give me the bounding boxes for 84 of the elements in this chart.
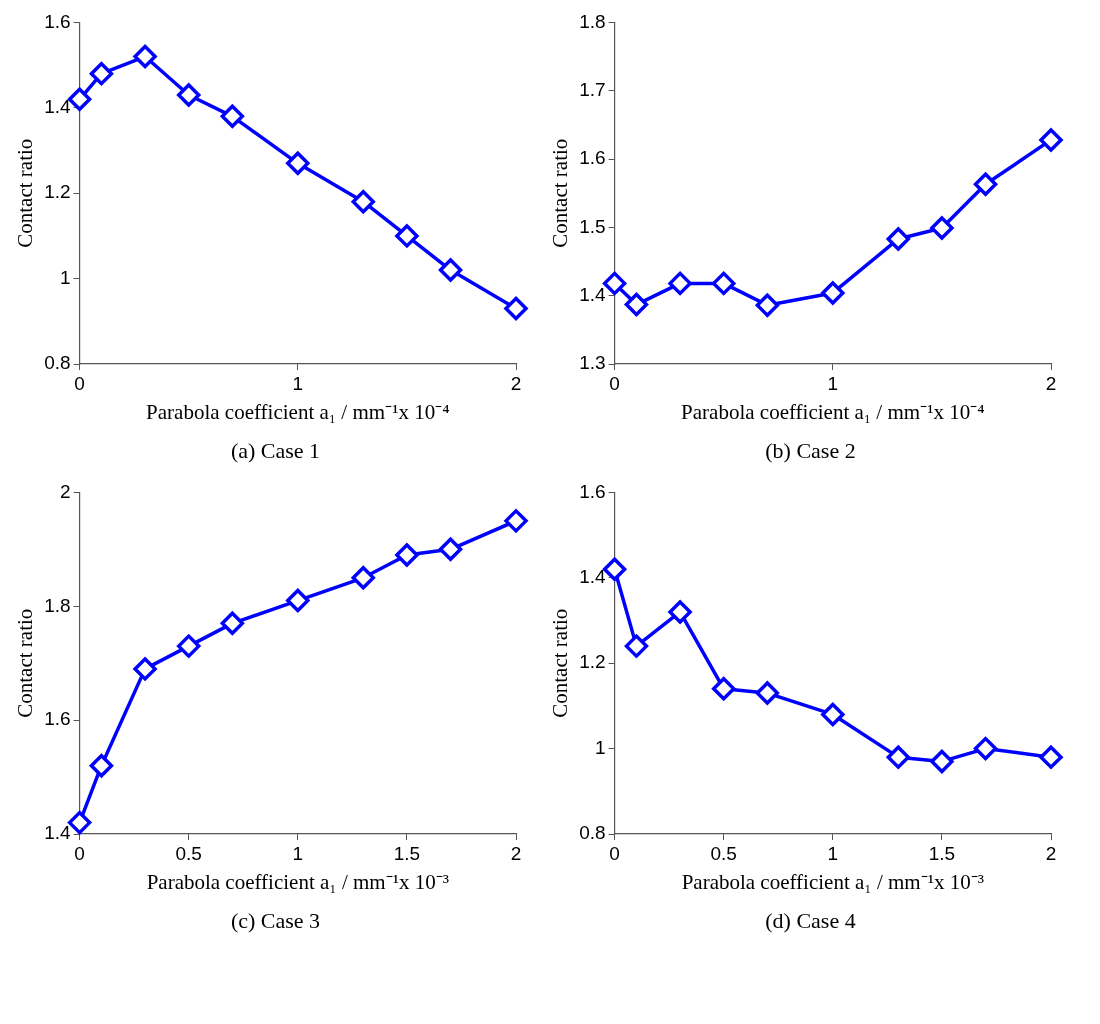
y-tick-label: 1 <box>60 266 71 288</box>
y-tick-label: 1.2 <box>44 181 71 203</box>
x-tick-label: 0.5 <box>710 842 737 864</box>
point <box>504 296 528 321</box>
y-tick-label: 1.7 <box>579 78 606 100</box>
y-tick-label: 1.4 <box>44 822 72 844</box>
x-tick-label: 1 <box>292 372 304 394</box>
point <box>821 281 845 305</box>
point <box>668 600 692 624</box>
x-tick-label: 0 <box>609 842 620 864</box>
point <box>351 566 376 590</box>
point <box>438 537 463 562</box>
point <box>438 258 463 282</box>
y-axis-title: Contact ratio <box>548 608 573 718</box>
x-tick-label: 1.5 <box>393 842 421 864</box>
y-tick-label: 1.2 <box>579 651 606 673</box>
point <box>395 224 419 248</box>
y-tick-label: 0.8 <box>44 352 71 374</box>
x-tick-label: 1.5 <box>928 842 956 864</box>
point <box>930 749 954 774</box>
point <box>133 44 157 69</box>
x-tick-label: 0.5 <box>175 842 202 864</box>
y-tick-label: 0.8 <box>579 822 606 844</box>
text: (d) Case 4 <box>764 908 857 934</box>
point <box>220 104 245 129</box>
x-tick-label: 2 <box>1045 372 1057 394</box>
y-tick-label: 1.8 <box>579 10 606 32</box>
point <box>351 189 376 214</box>
point <box>286 151 310 176</box>
y-tick-label: 1.6 <box>579 480 606 502</box>
point <box>504 509 528 533</box>
x-tick-label: 0 <box>74 372 85 394</box>
text: (a) Case 1 <box>229 438 322 464</box>
x-axis-title: Parabola coefficient a₁ / mm⁻¹x 10⁻⁴ <box>146 399 450 424</box>
y-tick-label: 1.6 <box>44 708 71 730</box>
point <box>624 292 649 317</box>
point <box>89 61 114 86</box>
y-tick-label: 2 <box>60 480 71 502</box>
x-tick-label: 2 <box>1045 842 1057 864</box>
text: (b) Case 2 <box>764 438 857 464</box>
x-tick-label: 1 <box>827 372 839 394</box>
point <box>755 681 780 705</box>
point <box>176 634 201 658</box>
point <box>1039 745 1063 769</box>
y-axis-title: Contact ratio <box>13 138 38 248</box>
point <box>220 611 245 636</box>
y-tick-label: 1.3 <box>579 352 606 374</box>
x-tick-label: 2 <box>510 372 522 394</box>
y-tick-label: 1.4 <box>579 283 607 305</box>
y-tick-label: 1.4 <box>44 96 72 118</box>
point <box>711 271 736 296</box>
y-tick-label: 1.6 <box>44 10 71 32</box>
y-axis-title: Contact ratio <box>13 608 38 718</box>
point <box>930 216 954 240</box>
point <box>886 227 911 251</box>
point <box>711 677 736 701</box>
point <box>755 293 780 317</box>
y-tick-label: 1.8 <box>44 594 71 616</box>
y-tick-label: 1.4 <box>579 566 607 588</box>
point <box>1039 128 1063 152</box>
point <box>886 745 911 769</box>
x-tick-label: 1 <box>292 842 304 864</box>
text: (c) Case 3 <box>229 908 322 934</box>
point <box>668 271 692 296</box>
point <box>89 753 114 778</box>
y-axis-title: Contact ratio <box>548 138 573 248</box>
x-axis-title: Parabola coefficient a₁ / mm⁻¹x 10⁻⁴ <box>681 399 985 424</box>
x-axis-title: Parabola coefficient a₁ / mm⁻¹x 10⁻³ <box>146 869 449 894</box>
x-tick-label: 0 <box>609 372 620 394</box>
x-tick-label: 1 <box>827 842 839 864</box>
y-tick-label: 1 <box>595 736 606 758</box>
point <box>176 83 201 107</box>
point <box>133 657 157 681</box>
point <box>286 588 310 613</box>
x-axis-title: Parabola coefficient a₁ / mm⁻¹x 10⁻³ <box>681 869 984 894</box>
x-tick-label: 0 <box>74 842 85 864</box>
y-tick-label: 1.5 <box>579 215 606 237</box>
point <box>624 634 649 658</box>
point <box>395 543 419 567</box>
point <box>973 736 998 761</box>
point <box>821 702 845 727</box>
y-tick-label: 1.6 <box>579 147 606 169</box>
point <box>973 172 998 197</box>
x-tick-label: 2 <box>510 842 522 864</box>
